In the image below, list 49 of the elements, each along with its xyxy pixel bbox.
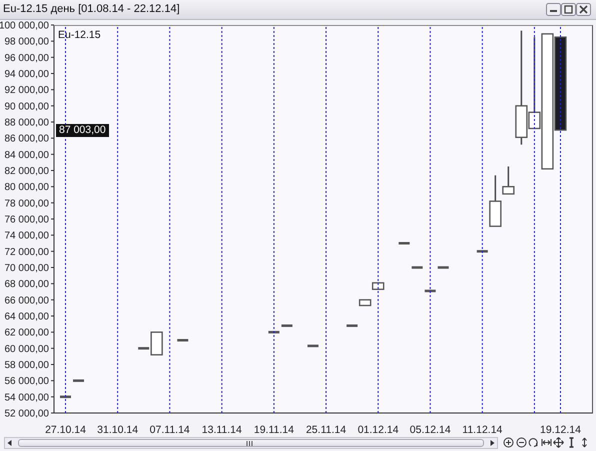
y-tick-label: 62 000,00	[4, 328, 50, 339]
y-tick-label: 72 000,00	[4, 246, 50, 258]
y-tick-label: 52 000,00	[4, 408, 50, 420]
y-tick-label: 74 000,00	[4, 230, 50, 242]
y-tick-label: 84 000,00	[4, 150, 50, 161]
y-tick-label: 78 000,00	[4, 198, 50, 210]
x-tick-label: 05.12.14	[410, 424, 451, 436]
candlestick	[60, 396, 71, 398]
candlestick	[438, 266, 449, 269]
y-tick-label: 64 000,00	[4, 312, 50, 322]
y-tick-label: 88 000,00	[4, 118, 50, 128]
x-tick-label: 31.10.14	[97, 424, 138, 436]
x-tick-label: 25.11.14	[306, 424, 346, 436]
y-tick-label: 92 000,00	[4, 85, 50, 96]
candlestick	[412, 266, 423, 269]
y-tick-label: 70 000,00	[4, 263, 50, 274]
candlestick	[281, 324, 292, 327]
y-tick-label: 80 000,00	[4, 182, 50, 194]
candlestick	[268, 330, 280, 334]
y-tick-label: 66 000,00	[4, 295, 50, 306]
x-tick-label: 19.12.14	[540, 424, 582, 436]
candlestick	[424, 290, 436, 292]
y-tick-label: 96 000,00	[4, 52, 50, 64]
x-tick-label: 27.10.14	[45, 424, 86, 436]
y-tick-label: 98 000,00	[4, 36, 50, 48]
x-tick-label: 11.12.14	[462, 424, 503, 436]
y-tick-label: 76 000,00	[4, 214, 50, 226]
candlestick	[307, 344, 318, 348]
y-tick-label: 60 000,00	[4, 344, 50, 355]
x-tick-label: 01.12.14	[358, 424, 399, 436]
y-tick-label: 56 000,00	[4, 376, 50, 388]
y-tick-label: 82 000,00	[4, 166, 50, 177]
chart-title: Eu-12.15 день [01.08.14 - 22.12.14]	[3, 3, 180, 16]
y-tick-label: 86 000,00	[4, 134, 50, 145]
y-tick-label: 94 000,00	[4, 69, 50, 80]
y-tick-label: 54 000,00	[4, 392, 50, 404]
chart-subtitle: Eu-12.15	[58, 29, 101, 41]
y-tick-label: 68 000,00	[4, 279, 50, 290]
x-tick-label: 13.11.14	[202, 424, 242, 436]
y-tick-label: 90 000,00	[4, 101, 50, 112]
x-tick-label: 07.11.14	[150, 424, 190, 436]
annotation: 87 003,00	[56, 124, 109, 137]
candlestick	[476, 250, 488, 253]
candlestick	[73, 379, 84, 382]
x-tick-label: 19.11.14	[254, 424, 294, 436]
y-tick-label: 58 000,00	[4, 360, 50, 371]
y-tick-label: 100 000,00	[0, 20, 50, 32]
candlestick	[502, 166, 515, 195]
candlestick	[346, 324, 358, 327]
